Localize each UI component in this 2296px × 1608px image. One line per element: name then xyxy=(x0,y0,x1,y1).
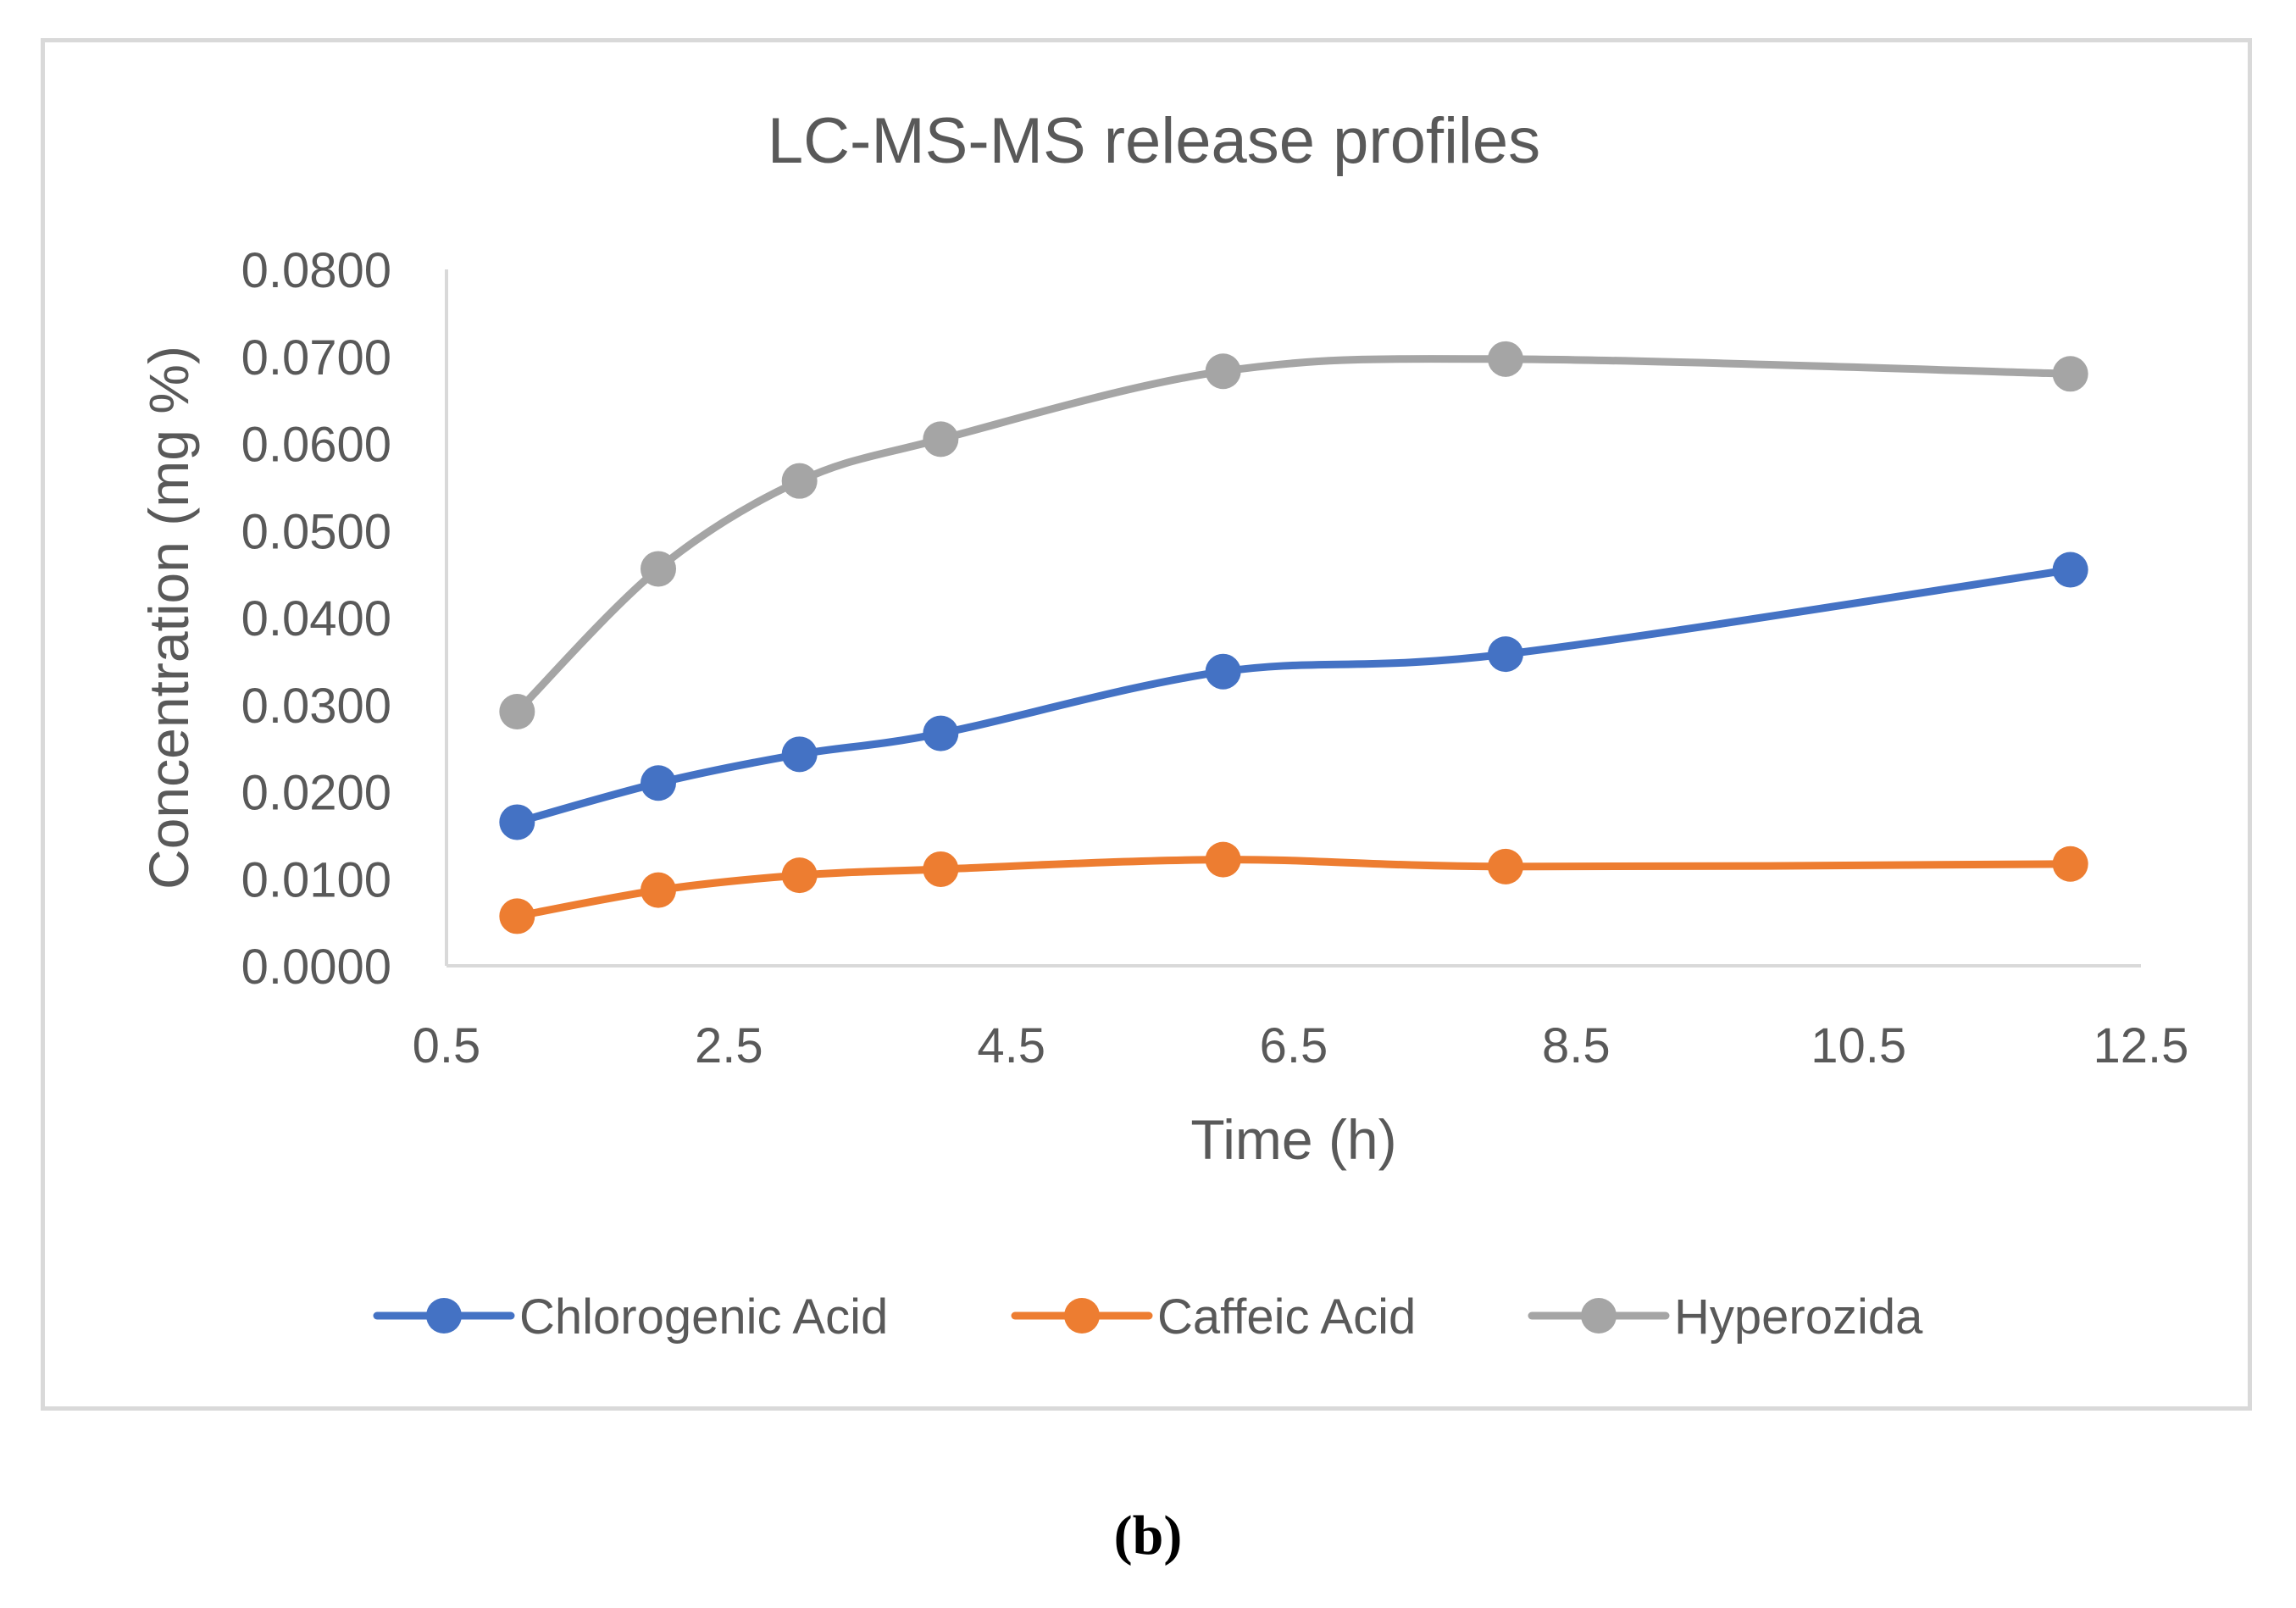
panel-label: (b) xyxy=(1113,1505,1183,1566)
data-point-caffeic-acid xyxy=(641,872,676,908)
data-point-chlorogenic-acid xyxy=(499,804,535,840)
y-tick-label: 0.0800 xyxy=(241,243,391,298)
data-point-hyperozida xyxy=(641,551,676,587)
y-tick-label: 0.0000 xyxy=(241,940,391,995)
data-point-hyperozida xyxy=(781,463,818,499)
x-axis-label: Time (h) xyxy=(1190,1108,1396,1171)
data-point-chlorogenic-acid xyxy=(641,765,676,801)
y-tick-label: 0.0500 xyxy=(241,504,391,559)
x-tick-label: 10.5 xyxy=(1811,1018,1906,1073)
series-line-caffeic-acid xyxy=(513,856,2075,920)
legend-label: Hyperozida xyxy=(1674,1289,1923,1345)
x-tick-label: 0.5 xyxy=(413,1018,481,1073)
legend-item-caffeic-acid: Caffeic Acid xyxy=(1011,1289,1416,1345)
legend-marker xyxy=(426,1298,462,1334)
x-tick-label: 4.5 xyxy=(977,1018,1045,1073)
legend-item-chlorogenic-acid: Chlorogenic Acid xyxy=(373,1289,888,1345)
series-line-hyperozida xyxy=(513,355,2075,716)
data-point-hyperozida xyxy=(1488,341,1523,377)
data-point-caffeic-acid xyxy=(923,851,959,887)
data-point-hyperozida xyxy=(499,693,535,729)
x-tick-label: 6.5 xyxy=(1260,1018,1328,1073)
data-point-chlorogenic-acid xyxy=(923,715,959,751)
data-point-chlorogenic-acid xyxy=(1488,636,1523,673)
chart-frame xyxy=(41,38,2252,1411)
data-point-chlorogenic-acid xyxy=(2052,552,2088,588)
legend-marker xyxy=(1064,1298,1100,1334)
series-line-chlorogenic-acid xyxy=(513,565,2075,826)
x-tick-label: 12.5 xyxy=(2094,1018,2189,1073)
chart-title: LC-MS-MS release profiles xyxy=(768,105,1540,177)
x-tick-label: 2.5 xyxy=(695,1018,763,1073)
x-tick-label: 8.5 xyxy=(1542,1018,1611,1073)
legend-item-hyperozida: Hyperozida xyxy=(1528,1289,1923,1345)
y-tick-label: 0.0100 xyxy=(241,852,391,907)
legend-label: Caffeic Acid xyxy=(1157,1289,1416,1345)
data-point-caffeic-acid xyxy=(2052,846,2088,882)
y-tick-label: 0.0700 xyxy=(241,330,391,385)
data-point-chlorogenic-acid xyxy=(1205,653,1241,690)
legend-label: Chlorogenic Acid xyxy=(519,1289,888,1345)
data-point-caffeic-acid xyxy=(1205,841,1241,878)
data-point-caffeic-acid xyxy=(499,898,535,934)
y-axis-label: Concentration (mg %) xyxy=(137,346,200,890)
y-tick-label: 0.0600 xyxy=(241,418,391,473)
data-point-caffeic-acid xyxy=(781,857,818,894)
y-tick-label: 0.0300 xyxy=(241,679,391,734)
data-point-hyperozida xyxy=(1205,353,1241,390)
data-point-chlorogenic-acid xyxy=(781,736,818,773)
data-point-caffeic-acid xyxy=(1488,848,1523,884)
data-point-hyperozida xyxy=(2052,356,2088,392)
legend-marker xyxy=(1581,1298,1617,1334)
y-tick-label: 0.0200 xyxy=(241,766,391,821)
y-tick-label: 0.0400 xyxy=(241,591,391,646)
data-point-hyperozida xyxy=(923,421,959,457)
